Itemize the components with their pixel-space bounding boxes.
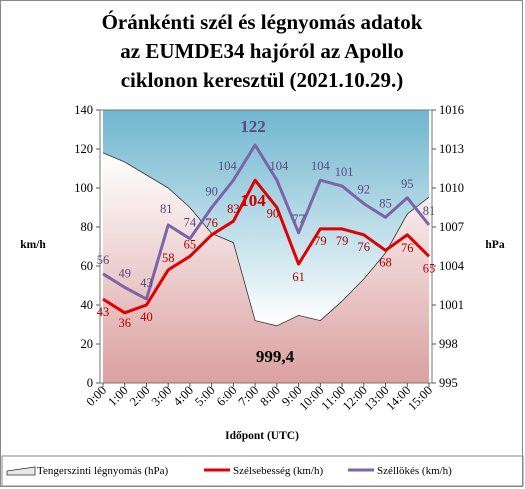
wind-data-label: 40: [140, 310, 153, 324]
legend-pressure-label: Tengerszinti légnyomás (hPa): [37, 465, 169, 477]
wind-data-label: 61: [292, 270, 305, 284]
x-tick-label: 1:00: [105, 383, 131, 409]
plot-border: [99, 109, 433, 384]
legend-item-gust: Széllökés (km/h): [348, 465, 452, 477]
y-tick-label-right: 1010: [439, 181, 464, 195]
gust-data-label: 49: [118, 266, 131, 280]
gust-line: [102, 143, 431, 301]
wind-data-label: 90: [267, 207, 280, 221]
wind-data-label: 76: [358, 240, 371, 254]
wind-data-label: 79: [336, 234, 349, 248]
legend-item-wind: Szélsebesség (km/h): [204, 465, 323, 477]
gust-data-label: 74: [184, 216, 197, 230]
x-tick-label: 7:00: [236, 383, 262, 409]
y-tick-label-right: 1001: [439, 298, 464, 312]
gust-data-label: 92: [358, 183, 371, 197]
gust-data-label: 85: [379, 196, 392, 210]
wind-data-label: 83: [227, 202, 240, 216]
min-pressure-annotation: 999,4: [256, 347, 295, 366]
x-tick-label: 5:00: [192, 383, 218, 409]
pressure-line: [102, 152, 430, 327]
y-tick-label-left: 40: [81, 298, 94, 312]
wind-data-label: 79: [314, 234, 327, 248]
y-tick-label-left: 100: [74, 181, 93, 195]
x-tick-label: 2:00: [127, 383, 153, 409]
chart-title: Óránkénti szél és légnyomás adatok az EU…: [102, 10, 423, 92]
gust-data-label: 43: [140, 276, 153, 290]
y-tick-label-left: 20: [81, 337, 94, 351]
x-tick-label: 4:00: [170, 383, 196, 409]
wind-data-label: 58: [162, 251, 175, 265]
pressure-area-above: [103, 110, 429, 326]
point-labels: 43 36 40 58 65 76 83 90 61 79 79 76 68 76 65 56 49 43 81 74…: [97, 159, 436, 330]
x-tick-label: 6:00: [214, 383, 240, 409]
legend-item-pressure: Tengerszinti légnyomás (hPa): [6, 465, 169, 477]
pressure-area-below: [103, 152, 429, 383]
x-tick-label: 3:00: [149, 383, 175, 409]
wind-data-label: 65: [184, 237, 197, 251]
y-tick-label-left: 80: [81, 220, 94, 234]
gust-data-label: 90: [205, 185, 218, 199]
max-gust-annotation: 122: [240, 117, 266, 136]
y-tick-label-left: 140: [74, 103, 93, 117]
gust-data-label: 104: [311, 159, 331, 173]
y-tick-label-left: 120: [74, 142, 93, 156]
plot-lines: [102, 143, 431, 327]
y-tick-label-right: 1013: [439, 142, 464, 156]
wind-data-label: 36: [118, 316, 131, 330]
gust-data-label: 101: [335, 165, 354, 179]
gust-data-label: 56: [97, 253, 110, 267]
gust-data-label: 95: [401, 177, 414, 191]
wind-data-label: 43: [97, 305, 110, 319]
plot-fills: [103, 110, 429, 383]
legend-wind-label: Szélsebesség (km/h): [233, 465, 323, 477]
legend-box: [1, 455, 524, 487]
y-tick-label-right: 1016: [439, 103, 464, 117]
y-tick-label-left: 60: [81, 259, 94, 273]
y-tick-label-left: 0: [87, 376, 93, 390]
x-axis-label: Időpont (UTC): [225, 430, 299, 442]
wind-data-label: 68: [379, 255, 392, 269]
gust-data-label: 81: [160, 202, 173, 216]
legend-gust-label: Széllökés (km/h): [377, 465, 452, 477]
x-tick-label: 15:00: [405, 383, 435, 413]
gust-data-label: 104: [269, 159, 289, 173]
chart-title-line-2: az EUMDE34 hajóról az Apollo: [120, 39, 404, 63]
legend-pressure-swatch: [6, 466, 36, 476]
y-tick-label-right: 998: [439, 337, 458, 351]
y-axis-label-right: hPa: [485, 239, 504, 251]
wind-speed-line: [102, 178, 431, 315]
x-tick-label: 8:00: [257, 383, 283, 409]
gust-data-label: 104: [218, 159, 238, 173]
chart-title-line-1: Óránkénti szél és légnyomás adatok: [102, 10, 423, 34]
wind-data-label: 65: [423, 261, 436, 275]
max-wind-annotation: 104: [240, 191, 266, 210]
y-tick-label-right: 1004: [439, 259, 465, 273]
gust-data-label: 81: [423, 204, 436, 218]
chart-title-line-3: ciklonon keresztül (2021.10.29.): [121, 68, 404, 92]
y-tick-label-right: 1007: [439, 220, 464, 234]
wind-data-label: 76: [205, 216, 218, 230]
legend: Tengerszinti légnyomás (hPa) Szélsebessé…: [1, 455, 524, 487]
y-tick-label-right: 995: [439, 376, 458, 390]
wind-data-label: 76: [401, 241, 414, 255]
gust-data-label: 77: [292, 212, 305, 226]
y-axis-label-left: km/h: [20, 239, 46, 251]
